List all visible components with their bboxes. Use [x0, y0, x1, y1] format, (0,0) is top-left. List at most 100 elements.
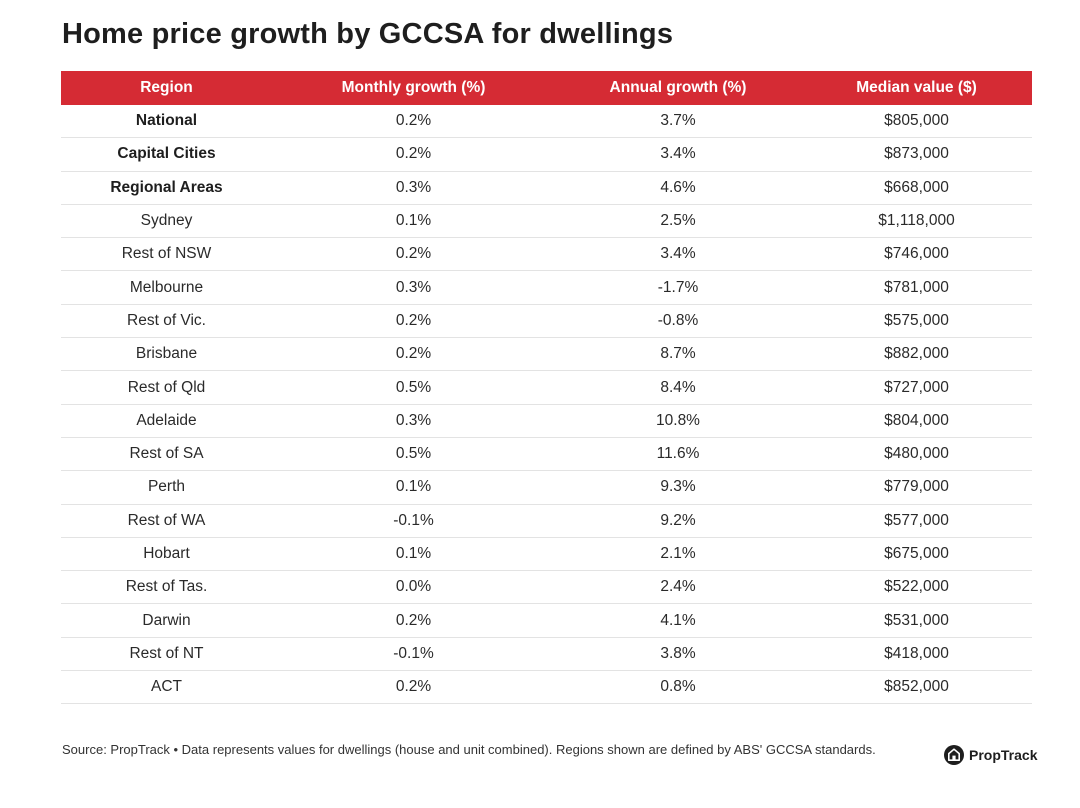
table-row: Rest of SA 0.5% 11.6% $480,000 [61, 438, 1032, 472]
cell-annual-growth: 2.5% [660, 212, 696, 230]
table-row: ACT 0.2% 0.8% $852,000 [61, 671, 1032, 705]
cell-region: Perth [147, 478, 186, 496]
cell-monthly-growth: 0.2% [395, 145, 432, 163]
cell-region: Brisbane [135, 345, 198, 363]
cell-median-value: $882,000 [884, 345, 949, 363]
table-row: Rest of NSW 0.2% 3.4% $746,000 [61, 238, 1032, 272]
cell-region: Rest of Vic. [127, 311, 206, 329]
table-row: Rest of NT -0.1% 3.8% $418,000 [61, 638, 1032, 672]
cell-monthly-growth: 0.2% [395, 678, 432, 696]
data-table: Region Monthly growth (%) Annual growth … [61, 71, 1032, 705]
table-row: National 0.2% 3.7% $805,000 [61, 105, 1032, 139]
cell-annual-growth: 4.6% [660, 178, 696, 196]
cell-region: Rest of NT [129, 644, 204, 662]
proptrack-logo: PropTrack [944, 745, 1037, 765]
table-row: Rest of Qld 0.5% 8.4% $727,000 [61, 371, 1032, 405]
table-header: Region Monthly growth (%) Annual growth … [61, 71, 1032, 105]
table-row: Sydney 0.1% 2.5% $1,118,000 [61, 205, 1032, 239]
cell-median-value: $418,000 [884, 644, 949, 662]
header-annual-growth: Annual growth (%) [609, 79, 747, 96]
cell-annual-growth: -0.8% [657, 311, 699, 329]
cell-annual-growth: 2.1% [660, 545, 696, 562]
cell-median-value: $727,000 [884, 378, 949, 396]
cell-monthly-growth: -0.1% [393, 644, 434, 662]
cell-region: Darwin [142, 611, 191, 629]
source-note: Source: PropTrack • Data represents valu… [62, 742, 876, 757]
cell-region: Rest of Tas. [125, 578, 208, 596]
cell-median-value: $480,000 [884, 445, 949, 463]
cell-annual-growth: 3.7% [660, 112, 696, 130]
cell-median-value: $804,000 [884, 411, 949, 429]
cell-region: Regional Areas [110, 178, 223, 196]
cell-median-value: $577,000 [884, 511, 949, 529]
cell-region: Hobart [143, 545, 190, 562]
table-row: Rest of Vic. 0.2% -0.8% $575,000 [61, 305, 1032, 339]
cell-median-value: $668,000 [884, 178, 949, 196]
cell-region: Melbourne [129, 278, 204, 296]
header-monthly-growth: Monthly growth (%) [341, 79, 486, 96]
table-row: Adelaide 0.3% 10.8% $804,000 [61, 405, 1032, 438]
table-row: Darwin 0.2% 4.1% $531,000 [61, 604, 1032, 638]
cell-monthly-growth: 0.2% [395, 245, 432, 263]
cell-monthly-growth: 0.2% [395, 112, 432, 130]
cell-annual-growth: -1.7% [657, 278, 699, 296]
cell-monthly-growth: 0.1% [395, 478, 432, 496]
cell-annual-growth: 3.4% [660, 245, 696, 263]
cell-median-value: $746,000 [884, 245, 949, 263]
cell-median-value: $575,000 [884, 311, 949, 329]
cell-annual-growth: 8.7% [660, 345, 696, 363]
cell-annual-growth: 0.8% [660, 678, 696, 696]
cell-monthly-growth: 0.1% [395, 545, 432, 562]
cell-region: Rest of NSW [121, 245, 212, 263]
header-median-value: Median value ($) [856, 79, 977, 96]
cell-annual-growth: 11.6% [656, 445, 700, 463]
cell-annual-growth: 9.2% [660, 511, 696, 529]
cell-monthly-growth: 0.5% [395, 445, 432, 463]
cell-region: Sydney [140, 212, 193, 230]
cell-region: Rest of SA [129, 445, 204, 463]
cell-median-value: $781,000 [884, 278, 949, 296]
cell-median-value: $805,000 [884, 112, 949, 130]
cell-annual-growth: 2.4% [660, 578, 696, 596]
table-row: Rest of WA -0.1% 9.2% $577,000 [61, 505, 1032, 538]
table-row: Melbourne 0.3% -1.7% $781,000 [61, 271, 1032, 305]
cell-region: Capital Cities [117, 145, 216, 163]
cell-region: Rest of WA [127, 511, 206, 529]
cell-annual-growth: 3.8% [660, 644, 696, 662]
cell-monthly-growth: 0.5% [395, 378, 432, 396]
table-body: National 0.2% 3.7% $805,000 Capital Cities 0.… [61, 105, 1032, 705]
cell-median-value: $852,000 [884, 678, 949, 696]
cell-monthly-growth: 0.0% [395, 578, 432, 596]
cell-annual-growth: 3.4% [660, 145, 696, 163]
table-row: Brisbane 0.2% 8.7% $882,000 [61, 338, 1032, 372]
cell-annual-growth: 4.1% [660, 611, 696, 629]
cell-region: Adelaide [136, 411, 197, 429]
cell-monthly-growth: -0.1% [393, 511, 434, 529]
house-logo-icon [944, 745, 964, 765]
table-row: Regional Areas 0.3% 4.6% $668,000 [61, 172, 1032, 205]
cell-monthly-growth: 0.2% [395, 611, 432, 629]
cell-monthly-growth: 0.2% [395, 345, 432, 363]
cell-monthly-growth: 0.3% [395, 178, 432, 196]
cell-median-value: $675,000 [884, 545, 949, 562]
cell-monthly-growth: 0.1% [395, 212, 432, 230]
cell-annual-growth: 10.8% [656, 411, 700, 429]
cell-region: Rest of Qld [127, 378, 206, 396]
cell-region: ACT [151, 678, 182, 696]
cell-median-value: $873,000 [884, 145, 949, 163]
cell-annual-growth: 9.3% [660, 478, 696, 496]
table-row: Rest of Tas. 0.0% 2.4% $522,000 [61, 571, 1032, 605]
table-row: Capital Cities 0.2% 3.4% $873,000 [61, 138, 1032, 172]
cell-median-value: $1,118,000 [878, 212, 955, 230]
page-title: Home price growth by GCCSA for dwellings [62, 18, 674, 50]
table-row: Perth 0.1% 9.3% $779,000 [61, 471, 1032, 505]
cell-median-value: $531,000 [884, 611, 949, 629]
cell-region: National [135, 112, 198, 130]
cell-monthly-growth: 0.3% [395, 278, 432, 296]
table-row: Hobart 0.1% 2.1% $675,000 [61, 538, 1032, 572]
cell-monthly-growth: 0.3% [395, 411, 432, 429]
logo-text: PropTrack [969, 747, 1038, 763]
cell-median-value: $522,000 [884, 578, 949, 596]
cell-annual-growth: 8.4% [660, 378, 696, 396]
header-region: Region [140, 79, 193, 96]
